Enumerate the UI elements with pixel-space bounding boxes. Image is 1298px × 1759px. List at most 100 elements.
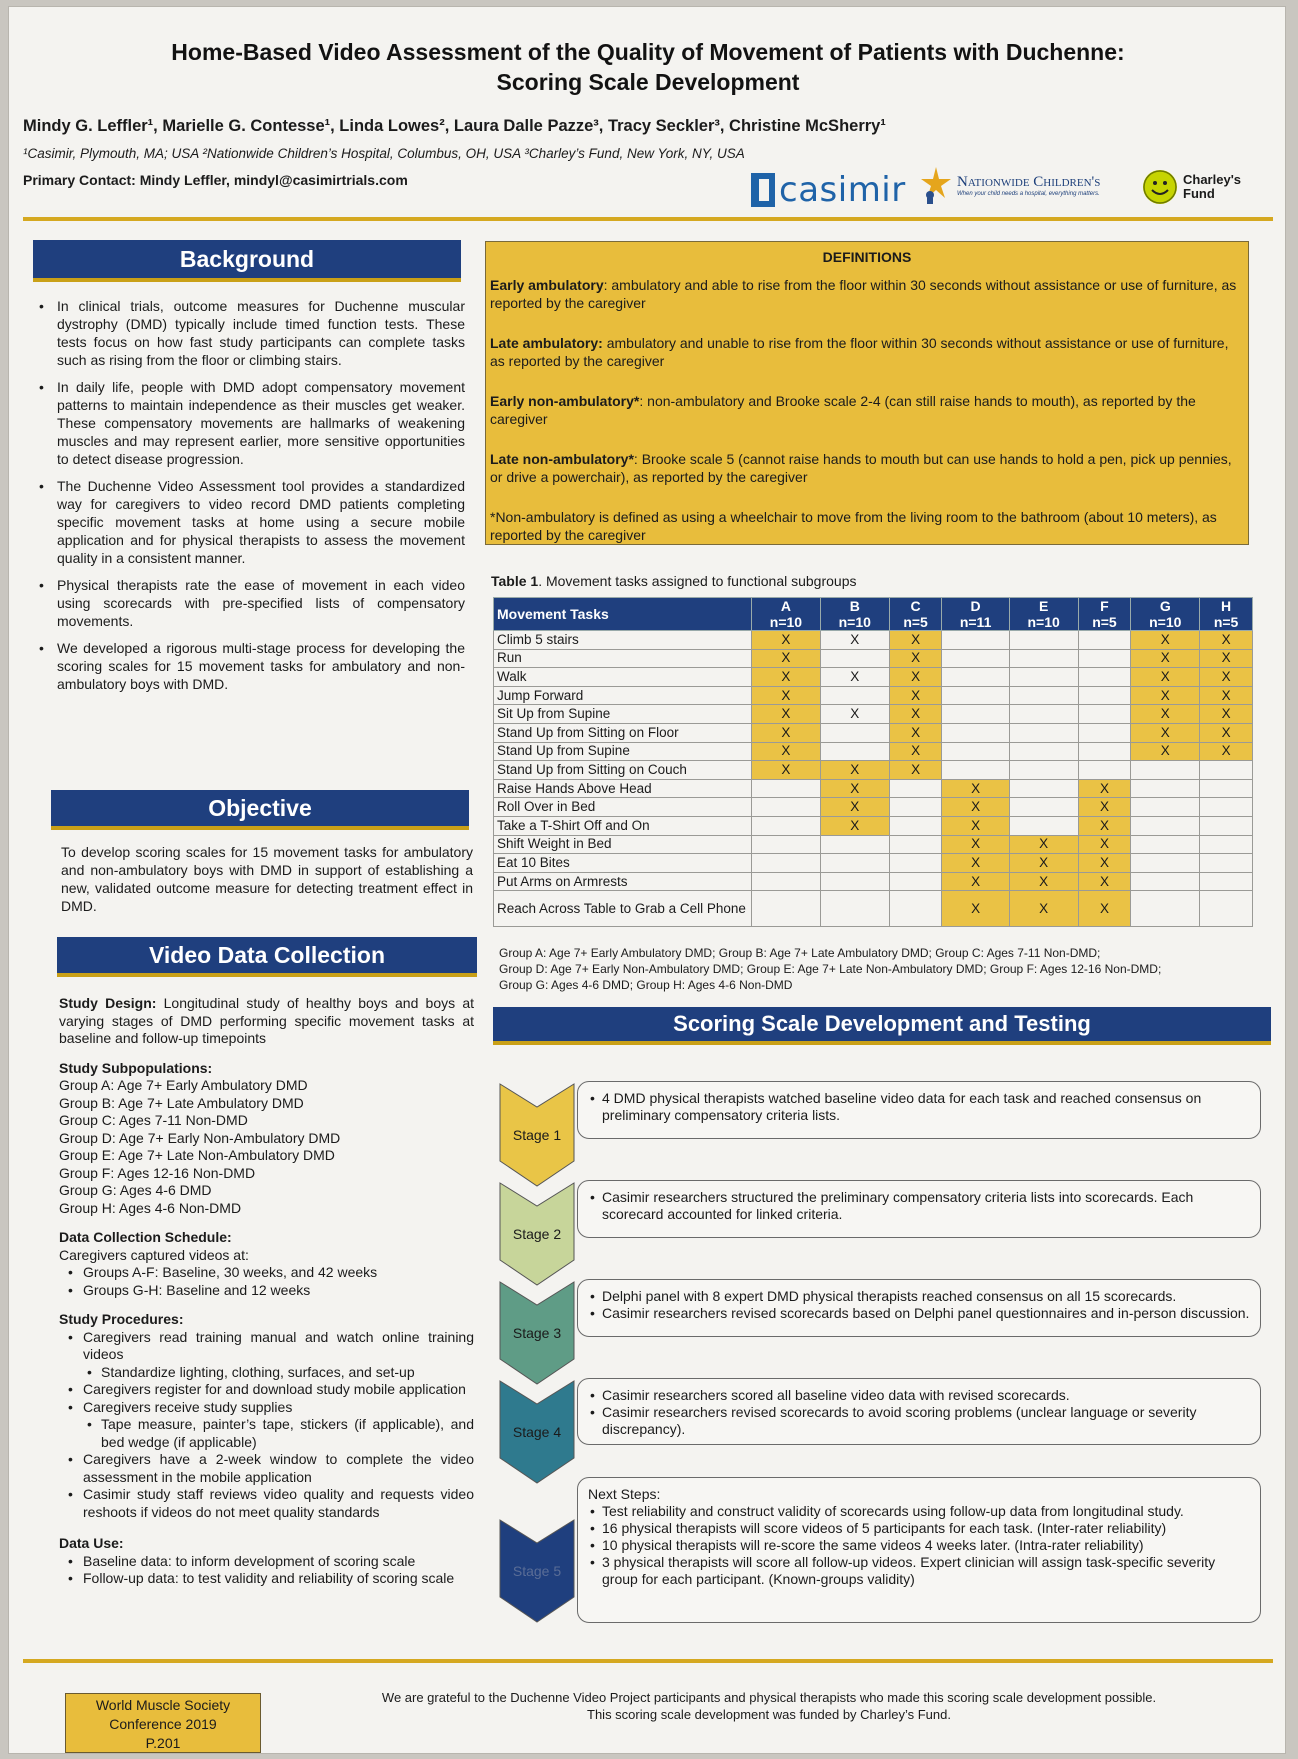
group-letter: B [849, 598, 860, 614]
study-design-label: Study Design: [59, 995, 157, 1011]
assignment-cell [819, 871, 890, 892]
definition-item: Early ambulatory: ambulatory and able to… [490, 276, 1244, 312]
assignment-cell [888, 834, 943, 855]
assignment-cell: X [1199, 704, 1253, 724]
acknowledgements: We are grateful to the Duchenne Video Pr… [309, 1689, 1229, 1723]
footer-divider [23, 1659, 1273, 1663]
assignment-cell: X [1199, 667, 1253, 687]
background-bullet: In daily life, people with DMD adopt com… [35, 378, 465, 468]
assignment-cell: X [888, 704, 943, 724]
assignment-cell [1077, 667, 1132, 687]
assignment-cell: X [941, 815, 1010, 836]
stage-description-box: 4 DMD physical therapists watched baseli… [577, 1081, 1261, 1139]
assignment-cell: X [1008, 871, 1079, 892]
procedures-label: Study Procedures: [59, 1311, 184, 1327]
assignment-cell [1130, 797, 1201, 817]
assignment-cell: X [1199, 722, 1253, 743]
assignment-cell: X [751, 630, 821, 650]
header-divider [23, 217, 1273, 221]
table-row: Jump Forward X X X X [493, 685, 1253, 706]
procedure-item: Caregivers have a 2-week window to compl… [65, 1451, 474, 1486]
stage-label: Stage 4 [512, 1424, 562, 1440]
assignment-cell [888, 890, 943, 928]
assignment-cell [1199, 815, 1253, 836]
conference-badge: World Muscle Society Conference 2019 P.2… [65, 1693, 261, 1753]
procedure-item: Caregivers read training manual and watc… [65, 1329, 474, 1364]
table-row: Raise Hands Above Head X X X [493, 778, 1253, 799]
group-size: n=11 [959, 614, 992, 630]
assignment-cell: X [1077, 815, 1132, 836]
assignment-cell [819, 834, 890, 855]
table-row: Stand Up from Sitting on Floor X X X X [493, 722, 1253, 743]
stage-bullet: 3 physical therapists will score all fol… [588, 1554, 1250, 1588]
assignment-cell: X [941, 853, 1010, 873]
background-bullet: We developed a rigorous multi-stage proc… [35, 639, 465, 693]
definition-text: ambulatory and unable to rise from the f… [490, 335, 1229, 369]
task-name: Jump Forward [493, 685, 752, 706]
definition-separator: : [639, 393, 648, 409]
assignment-cell [1130, 760, 1201, 780]
background-bullet: In clinical trials, outcome measures for… [35, 297, 465, 369]
assignment-cell: X [819, 630, 890, 650]
definition-item: Late non-ambulatory*: Brooke scale 5 (ca… [490, 450, 1244, 486]
group-letter: F [1100, 598, 1109, 614]
assignment-cell: X [1077, 890, 1132, 928]
assignment-cell: X [1008, 853, 1079, 873]
title-line-2: Scoring Scale Development [496, 69, 800, 95]
task-name: Roll Over in Bed [493, 797, 752, 817]
assignment-cell [1077, 741, 1132, 762]
assignment-cell: X [941, 834, 1010, 855]
assignment-cell [1008, 648, 1079, 669]
assignment-cell: X [751, 722, 821, 743]
assignment-cell [751, 834, 821, 855]
background-bullet: Physical therapists rate the ease of mov… [35, 576, 465, 630]
assignment-cell [1199, 834, 1253, 855]
assignment-cell: X [819, 704, 890, 724]
assignment-cell [1008, 722, 1079, 743]
assignment-cell [751, 890, 821, 928]
assignment-cell: X [941, 797, 1010, 817]
assignment-cell [1199, 871, 1253, 892]
assignment-cell: X [751, 667, 821, 687]
assignment-cell [1130, 890, 1201, 928]
subpopulation-item: Group E: Age 7+ Late Non-Ambulatory DMD [59, 1147, 335, 1163]
table-row: Roll Over in Bed X X X [493, 797, 1253, 817]
assignment-cell [1077, 722, 1132, 743]
table-row: Run X X X X [493, 648, 1253, 669]
group-legend-line: Group D: Age 7+ Early Non-Ambulatory DMD… [499, 962, 1162, 976]
stage-chevron-icon [499, 1182, 575, 1286]
study-design-text: Longitudinal study of healthy boys and b… [59, 995, 474, 1046]
casimir-logo: casimir [751, 170, 906, 210]
assignment-cell [1077, 648, 1132, 669]
task-name: Eat 10 Bites [493, 853, 752, 873]
assignment-cell: X [1130, 722, 1201, 743]
assignment-cell [1199, 760, 1253, 780]
table-caption: Table 1. Movement tasks assigned to func… [491, 573, 857, 589]
assignment-cell [941, 630, 1010, 650]
subpopulation-item: Group F: Ages 12-16 Non-DMD [59, 1164, 256, 1181]
subpopulation-item: Group B: Age 7+ Late Ambulatory DMD [59, 1094, 304, 1111]
primary-contact: Primary Contact: Mindy Leffler, mindyl@c… [23, 172, 408, 188]
assignment-cell [888, 815, 943, 836]
assignment-cell: X [819, 778, 890, 799]
schedule-item: Groups G-H: Baseline and 12 weeks [65, 1282, 474, 1300]
definition-term: Early non-ambulatory* [490, 393, 640, 409]
stage-chevron-icon [499, 1281, 575, 1385]
assignment-cell [1130, 778, 1201, 799]
assignment-cell: X [888, 760, 943, 780]
group-letter: C [910, 598, 921, 614]
task-name: Stand Up from Sitting on Floor [493, 722, 752, 743]
assignment-cell: X [888, 667, 943, 687]
assignment-cell [1008, 760, 1079, 780]
assignment-cell [941, 667, 1010, 687]
assignment-cell [1199, 853, 1253, 873]
assignment-cell: X [1199, 741, 1253, 762]
assignment-cell [819, 853, 890, 873]
nch-star-icon [921, 167, 951, 204]
assignment-cell [1008, 685, 1079, 706]
assignment-cell [1130, 853, 1201, 873]
assignment-cell: X [941, 890, 1010, 928]
assignment-cell [1077, 685, 1132, 706]
